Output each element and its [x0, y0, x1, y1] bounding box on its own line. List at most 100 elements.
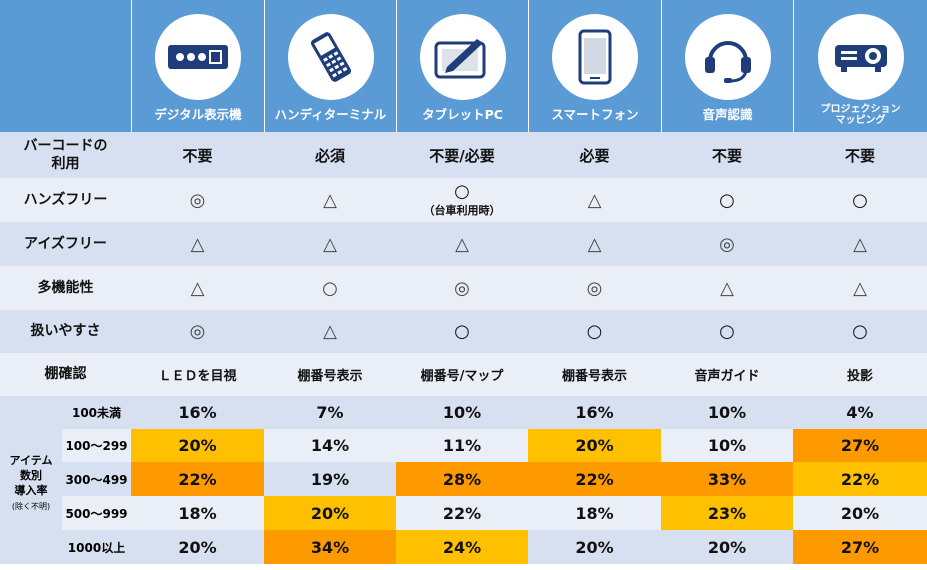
header-tablet: タブレットPC: [396, 0, 528, 132]
device-label: 音声認識: [702, 107, 753, 123]
cell-value: 棚番号/マップ: [396, 353, 528, 396]
adoption-sublabel: (除く不明): [11, 501, 51, 511]
rating-cell-with-note: ○ （台車利用時）: [396, 178, 528, 222]
cell-value: 音声ガイド: [661, 353, 793, 396]
pct-cell: 20%: [793, 496, 927, 530]
cell-value: 必要: [528, 132, 661, 178]
device-label: ハンディターミナル: [274, 107, 387, 123]
row-label-ease: 扱いやすさ: [0, 310, 131, 353]
range-label: 300～499: [62, 462, 131, 496]
pct-cell: 10%: [661, 396, 793, 429]
headset-icon: [684, 14, 771, 100]
rating-symbol: ○: [793, 310, 927, 353]
header-handy-terminal: ハンディターミナル: [264, 0, 396, 132]
pct-cell: 20%: [528, 530, 661, 564]
header-smartphone: スマートフォン: [528, 0, 661, 132]
range-label: 100～299: [62, 429, 131, 462]
pct-cell: 20%: [131, 530, 264, 564]
cell-value: 棚番号表示: [528, 353, 661, 396]
rating-symbol: △: [131, 222, 264, 266]
rating-symbol: ◎: [396, 266, 528, 310]
pct-cell-highlight: 22%: [793, 462, 927, 496]
handy-terminal-icon: [287, 14, 374, 100]
pct-cell-highlight: 20%: [264, 496, 396, 530]
pct-cell-top: 27%: [793, 429, 927, 462]
pct-cell: 4%: [793, 396, 927, 429]
cell-value: 必須: [264, 132, 396, 178]
rating-symbol: ○: [454, 180, 470, 202]
cell-value: 不要: [661, 132, 793, 178]
row-label-multifunction: 多機能性: [0, 266, 131, 310]
pct-cell: 20%: [661, 530, 793, 564]
adoption-title: アイテム 数別 導入率: [9, 454, 53, 497]
rating-symbol: ○: [793, 178, 927, 222]
pct-cell: 18%: [528, 496, 661, 530]
range-label: 500～999: [62, 496, 131, 530]
header-corner: [0, 0, 131, 132]
pct-cell-top: 28%: [396, 462, 528, 496]
header-voice: 音声認識: [661, 0, 793, 132]
row-label-eyesfree: アイズフリー: [0, 222, 131, 266]
cell-value: 不要: [131, 132, 264, 178]
pct-cell: 16%: [528, 396, 661, 429]
rating-symbol: ○: [264, 266, 396, 310]
pct-cell: 7%: [264, 396, 396, 429]
pct-cell: 16%: [131, 396, 264, 429]
pct-cell: 18%: [131, 496, 264, 530]
rating-symbol: △: [396, 222, 528, 266]
rating-symbol: ○: [528, 310, 661, 353]
pct-cell-highlight: 20%: [528, 429, 661, 462]
rating-symbol: ◎: [528, 266, 661, 310]
rating-symbol: △: [264, 178, 396, 222]
pct-cell: 19%: [264, 462, 396, 496]
row-label-shelf: 棚確認: [0, 353, 131, 396]
rating-symbol: ◎: [661, 222, 793, 266]
pct-cell-highlight: 24%: [396, 530, 528, 564]
cell-value: 不要/必要: [396, 132, 528, 178]
rating-symbol: △: [131, 266, 264, 310]
rating-symbol: △: [264, 310, 396, 353]
header-digital-display: デジタル表示機: [131, 0, 264, 132]
pct-cell-top: 22%: [131, 462, 264, 496]
device-label: タブレットPC: [422, 107, 503, 123]
digital-display-icon: [155, 14, 241, 100]
cell-value: 不要: [793, 132, 927, 178]
pct-cell-top: 22%: [528, 462, 661, 496]
tablet-pen-icon: [419, 14, 506, 100]
cell-value: 棚番号表示: [264, 353, 396, 396]
header-projection: プロジェクション マッピング: [793, 0, 927, 132]
projector-icon: [817, 14, 904, 100]
device-label: スマートフォン: [551, 107, 639, 123]
pct-cell: 14%: [264, 429, 396, 462]
rating-symbol: △: [661, 266, 793, 310]
row-label-handsfree: ハンズフリー: [0, 178, 131, 222]
rating-note: （台車利用時）: [423, 203, 501, 217]
pct-cell: 10%: [661, 429, 793, 462]
rating-symbol: ◎: [131, 178, 264, 222]
pct-cell-highlight: 20%: [131, 429, 264, 462]
pct-cell-top: 33%: [661, 462, 793, 496]
cell-value: ＬＥＤを目視: [131, 353, 264, 396]
adoption-label: アイテム 数別 導入率 (除く不明): [6, 454, 56, 513]
device-label: プロジェクション マッピング: [820, 104, 901, 126]
smartphone-icon: [552, 14, 638, 100]
range-label: 1000以上: [62, 530, 131, 564]
range-label: 100未満: [62, 396, 131, 429]
pct-cell-top: 27%: [793, 530, 927, 564]
pct-cell-highlight: 23%: [661, 496, 793, 530]
rating-symbol: △: [264, 222, 396, 266]
rating-symbol: △: [793, 222, 927, 266]
rating-symbol: ○: [661, 178, 793, 222]
rating-symbol: △: [528, 178, 661, 222]
pct-cell: 10%: [396, 396, 528, 429]
rating-symbol: △: [528, 222, 661, 266]
device-label: デジタル表示機: [154, 107, 242, 123]
pct-cell-top: 34%: [264, 530, 396, 564]
pct-cell: 11%: [396, 429, 528, 462]
row-label-barcode: バーコードの 利用: [0, 132, 131, 178]
cell-value: 投影: [793, 353, 927, 396]
rating-symbol: ○: [396, 310, 528, 353]
pct-cell: 22%: [396, 496, 528, 530]
adoption-group: アイテム 数別 導入率 (除く不明) 100未満 100～299 300～499…: [0, 396, 131, 564]
